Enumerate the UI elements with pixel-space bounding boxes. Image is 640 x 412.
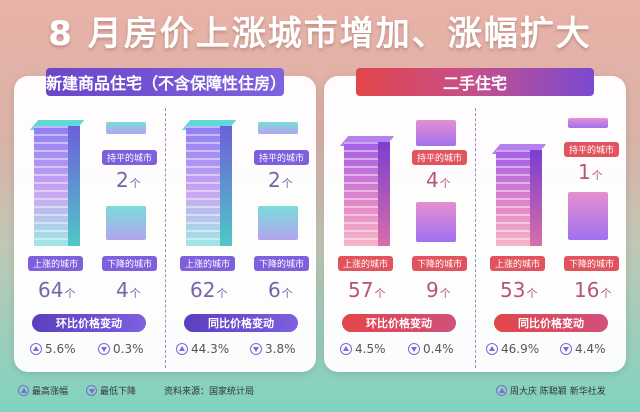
price-change-band: 环比价格变动 [32, 314, 146, 332]
up-label: 上涨的城市 [180, 256, 236, 271]
rising-tower-icon [29, 120, 85, 246]
divider [165, 108, 166, 368]
price-change-band: 同比价格变动 [184, 314, 298, 332]
down-label: 下降的城市 [564, 256, 620, 271]
flat-cube-icon [106, 122, 146, 134]
flat-count: 4个 [426, 168, 451, 192]
min-decrease: 0.3% [98, 342, 144, 356]
rising-tower-icon [339, 136, 395, 246]
flat-cube-icon [258, 122, 298, 134]
flat-label: 持平的城市 [254, 150, 310, 165]
price-change-band: 环比价格变动 [342, 314, 456, 332]
triangle-down-icon [250, 343, 262, 355]
source-text: 资料来源：国家统计局 [164, 387, 255, 397]
legend-up: 最高涨幅 [18, 384, 68, 397]
falling-cube-icon [106, 206, 146, 240]
min-decrease: 4.4% [560, 342, 606, 356]
up-count: 53个 [500, 278, 538, 302]
mom-column: 持平的城市 2个 上涨的城市 下降的城市 64个 4个 环比价格变动 5.6% … [14, 106, 164, 376]
min-decrease: 0.4% [408, 342, 454, 356]
rising-tower-icon [181, 120, 237, 246]
price-change-band: 同比价格变动 [494, 314, 608, 332]
down-count: 9个 [426, 278, 451, 302]
up-count: 64个 [38, 278, 76, 302]
falling-cube-icon [258, 206, 298, 240]
legend-down: 最低下降 [86, 384, 136, 397]
max-increase: 44.3% [176, 342, 229, 356]
triangle-up-icon [30, 343, 42, 355]
panel-title: 新建商品住宅（不含保障性住房） [46, 68, 286, 96]
triangle-up-icon [486, 343, 498, 355]
up-count: 62个 [190, 278, 228, 302]
yoy-column: 持平的城市 1个 上涨的城市 下降的城市 53个 16个 同比价格变动 46.9… [476, 106, 626, 376]
divider [475, 108, 476, 368]
flat-count: 1个 [578, 160, 603, 184]
up-label: 上涨的城市 [338, 256, 394, 271]
second-hand-panel: 二手住宅 持平的城市 4个 上涨的城市 下降的城市 57个 9个 环比价格变动 … [324, 68, 626, 372]
flat-count: 2个 [116, 168, 141, 192]
flat-label: 持平的城市 [102, 150, 158, 165]
new-housing-panel: 新建商品住宅（不含保障性住房） 持平的城市 2个 上涨的城市 下降的城市 64个… [14, 68, 316, 372]
flat-label: 持平的城市 [412, 150, 468, 165]
down-count: 16个 [574, 278, 612, 302]
mom-column: 持平的城市 4个 上涨的城市 下降的城市 57个 9个 环比价格变动 4.5% … [324, 106, 474, 376]
max-increase: 4.5% [340, 342, 386, 356]
flat-cube-icon [416, 120, 456, 146]
triangle-down-icon [98, 343, 110, 355]
down-count: 4个 [116, 278, 141, 302]
up-count: 57个 [348, 278, 386, 302]
triangle-up-icon [496, 385, 507, 396]
flat-cube-icon [568, 118, 608, 128]
triangle-down-icon [560, 343, 572, 355]
falling-cube-icon [416, 202, 456, 242]
up-label: 上涨的城市 [28, 256, 84, 271]
min-decrease: 3.8% [250, 342, 296, 356]
down-count: 6个 [268, 278, 293, 302]
down-label: 下降的城市 [412, 256, 468, 271]
panel-title: 二手住宅 [356, 68, 594, 96]
yoy-column: 持平的城市 2个 上涨的城市 下降的城市 62个 6个 同比价格变动 44.3%… [166, 106, 316, 376]
triangle-down-icon [408, 343, 420, 355]
down-label: 下降的城市 [254, 256, 310, 271]
down-label: 下降的城市 [102, 256, 158, 271]
rising-tower-icon [491, 144, 547, 246]
falling-cube-icon [568, 192, 608, 240]
max-increase: 5.6% [30, 342, 76, 356]
up-label: 上涨的城市 [490, 256, 546, 271]
page-title: 8 月房价上涨城市增加、涨幅扩大 [48, 14, 592, 54]
triangle-up-icon [18, 385, 29, 396]
max-increase: 46.9% [486, 342, 539, 356]
flat-count: 2个 [268, 168, 293, 192]
triangle-up-icon [340, 343, 352, 355]
credits: 周大庆 陈聪颖 新华社发 [496, 384, 606, 397]
triangle-down-icon [86, 385, 97, 396]
flat-label: 持平的城市 [564, 142, 620, 157]
triangle-up-icon [176, 343, 188, 355]
